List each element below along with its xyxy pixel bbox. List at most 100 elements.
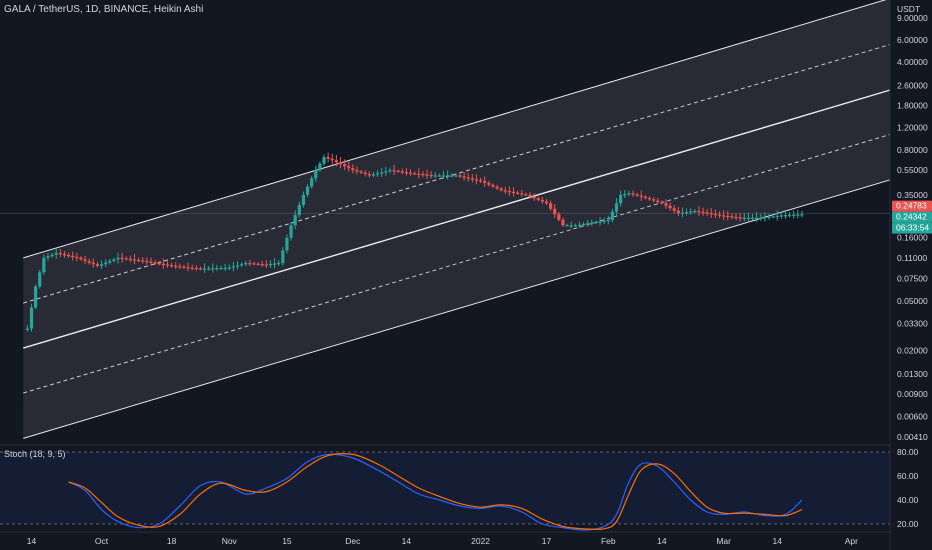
candle[interactable] bbox=[511, 186, 516, 197]
stoch-series-k[interactable] bbox=[68, 453, 803, 531]
price-badge-countdown[interactable]: 06:33:54 bbox=[892, 222, 932, 234]
candle[interactable] bbox=[223, 263, 227, 272]
candle[interactable] bbox=[79, 256, 83, 261]
candle[interactable] bbox=[182, 264, 186, 269]
candle[interactable] bbox=[272, 258, 277, 269]
candle[interactable] bbox=[99, 260, 104, 269]
candle[interactable] bbox=[285, 234, 289, 254]
candle[interactable] bbox=[557, 212, 561, 222]
candle[interactable] bbox=[635, 192, 639, 198]
candle[interactable] bbox=[248, 259, 252, 267]
candle[interactable] bbox=[396, 169, 400, 173]
candle[interactable] bbox=[792, 210, 796, 219]
channel-line-lower[interactable] bbox=[23, 175, 905, 439]
candle[interactable] bbox=[289, 222, 293, 241]
candle[interactable] bbox=[83, 255, 87, 264]
candle[interactable] bbox=[174, 262, 178, 270]
candle[interactable] bbox=[42, 254, 46, 275]
candle[interactable] bbox=[499, 186, 503, 192]
candle[interactable] bbox=[359, 169, 363, 175]
candle[interactable] bbox=[408, 169, 413, 176]
candle[interactable] bbox=[46, 252, 50, 261]
candle[interactable] bbox=[149, 257, 153, 266]
candle[interactable] bbox=[388, 167, 392, 174]
candle[interactable] bbox=[190, 264, 194, 271]
candle[interactable] bbox=[524, 192, 528, 197]
candle[interactable] bbox=[198, 266, 203, 271]
candle[interactable] bbox=[363, 170, 367, 177]
candle[interactable] bbox=[75, 252, 79, 262]
candle[interactable] bbox=[771, 214, 775, 219]
candle[interactable] bbox=[693, 209, 697, 214]
candle[interactable] bbox=[627, 190, 631, 197]
candle[interactable] bbox=[202, 263, 207, 273]
candle[interactable] bbox=[322, 154, 326, 166]
candle[interactable] bbox=[775, 210, 779, 221]
candle[interactable] bbox=[417, 168, 421, 179]
candle[interactable] bbox=[763, 212, 767, 222]
candle[interactable] bbox=[380, 168, 384, 177]
candle[interactable] bbox=[145, 257, 149, 265]
candle[interactable] bbox=[301, 191, 306, 208]
candle[interactable] bbox=[577, 221, 582, 228]
candle[interactable] bbox=[536, 196, 540, 202]
candle[interactable] bbox=[598, 216, 602, 226]
candle[interactable] bbox=[532, 193, 536, 201]
candle[interactable] bbox=[95, 262, 100, 268]
candle[interactable] bbox=[400, 168, 404, 175]
candle[interactable] bbox=[796, 209, 800, 219]
candle[interactable] bbox=[643, 195, 647, 200]
candle[interactable] bbox=[684, 208, 689, 216]
candle[interactable] bbox=[668, 202, 672, 211]
candle[interactable] bbox=[639, 190, 643, 201]
candle[interactable] bbox=[697, 205, 701, 216]
candle[interactable] bbox=[124, 256, 128, 261]
candle[interactable] bbox=[734, 213, 738, 221]
candle[interactable] bbox=[614, 198, 619, 216]
candle[interactable] bbox=[680, 207, 685, 218]
candle[interactable] bbox=[161, 258, 165, 269]
candle[interactable] bbox=[293, 210, 297, 230]
candle[interactable] bbox=[194, 265, 198, 271]
candle[interactable] bbox=[334, 154, 338, 167]
candle[interactable] bbox=[29, 303, 34, 332]
candle[interactable] bbox=[717, 211, 722, 219]
candle[interactable] bbox=[375, 170, 380, 177]
channel-line-center[interactable] bbox=[23, 86, 905, 349]
candle[interactable] bbox=[586, 219, 590, 227]
candle[interactable] bbox=[606, 215, 610, 225]
candle[interactable] bbox=[487, 180, 491, 187]
candle[interactable] bbox=[104, 259, 108, 268]
candle[interactable] bbox=[565, 223, 569, 227]
candle[interactable] bbox=[483, 176, 487, 187]
candle[interactable] bbox=[701, 207, 705, 216]
candle[interactable] bbox=[619, 190, 623, 207]
candle[interactable] bbox=[326, 152, 330, 163]
candle[interactable] bbox=[656, 197, 660, 205]
candle[interactable] bbox=[462, 172, 466, 181]
candle[interactable] bbox=[750, 214, 755, 221]
candle[interactable] bbox=[281, 247, 285, 266]
candle[interactable] bbox=[207, 265, 211, 271]
candle[interactable] bbox=[120, 252, 124, 263]
candle[interactable] bbox=[647, 196, 652, 201]
candle[interactable] bbox=[38, 269, 42, 289]
candle[interactable] bbox=[384, 166, 388, 176]
candle[interactable] bbox=[503, 186, 507, 195]
candle[interactable] bbox=[305, 184, 310, 197]
candle[interactable] bbox=[713, 209, 718, 219]
candle[interactable] bbox=[759, 213, 763, 221]
candle[interactable] bbox=[91, 258, 95, 268]
stoch-series-d[interactable] bbox=[68, 453, 803, 531]
candle[interactable] bbox=[165, 261, 170, 268]
candle[interactable] bbox=[573, 223, 577, 227]
candle[interactable] bbox=[507, 186, 512, 196]
candle[interactable] bbox=[705, 208, 709, 216]
candle[interactable] bbox=[244, 260, 248, 267]
candle[interactable] bbox=[240, 262, 244, 267]
candle[interactable] bbox=[581, 222, 586, 227]
candle[interactable] bbox=[132, 254, 137, 265]
candle[interactable] bbox=[491, 183, 495, 188]
candle[interactable] bbox=[520, 189, 524, 197]
candle[interactable] bbox=[34, 284, 38, 310]
